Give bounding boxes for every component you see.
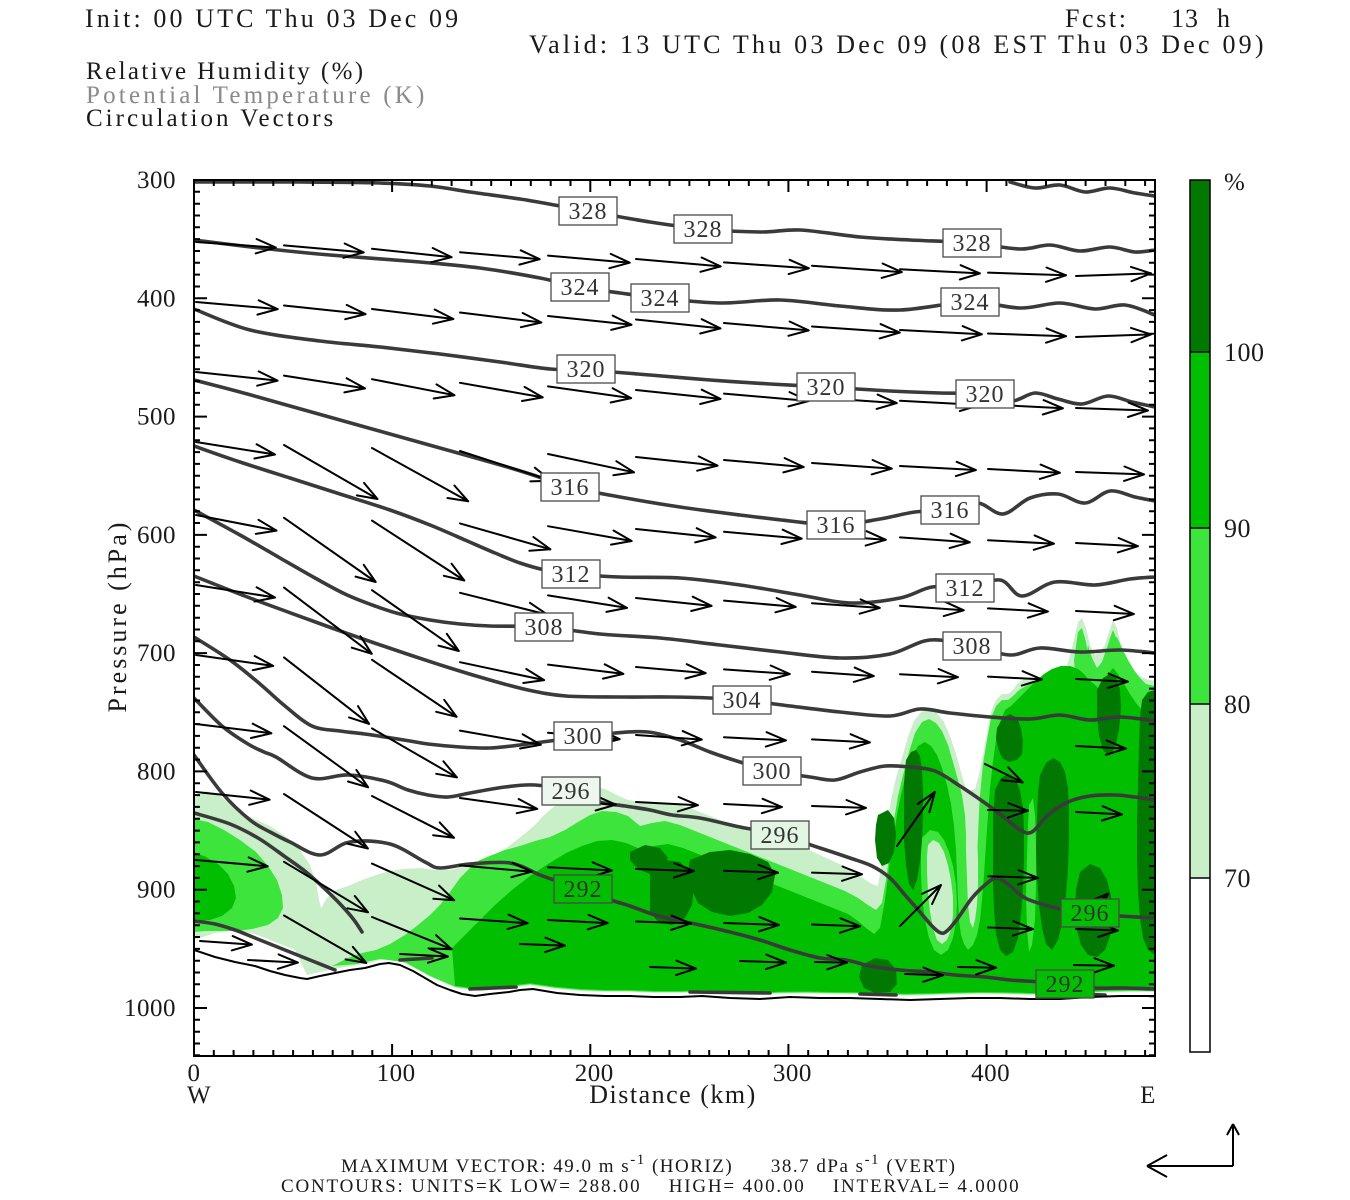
svg-text:292: 292 — [564, 877, 603, 903]
svg-text:324: 324 — [561, 275, 600, 301]
svg-text:312: 312 — [552, 562, 591, 588]
svg-text:296: 296 — [761, 823, 800, 849]
svg-text:Valid: 13 UTC Thu 03 Dec 09 (0: Valid: 13 UTC Thu 03 Dec 09 (08 EST Thu … — [529, 30, 1267, 59]
svg-text:600: 600 — [137, 522, 176, 549]
svg-text:MAXIMUM VECTOR: 49.0 m s-1 (H: MAXIMUM VECTOR: 49.0 m s-1 (HORIZ) 38.7 … — [341, 1152, 956, 1177]
svg-text:296: 296 — [1071, 901, 1110, 927]
svg-text:900: 900 — [137, 877, 176, 904]
svg-text:328: 328 — [684, 217, 723, 243]
svg-text:CONTOURS: UNITS=K LOW= 288.: CONTOURS: UNITS=K LOW= 288.00 HIGH= 400.… — [281, 1176, 1020, 1197]
svg-text:316: 316 — [817, 513, 856, 539]
svg-text:320: 320 — [966, 382, 1005, 408]
svg-text:300: 300 — [564, 724, 603, 750]
svg-text:80: 80 — [1224, 690, 1251, 719]
svg-text:13: 13 — [1171, 4, 1199, 33]
svg-text:100: 100 — [1224, 338, 1265, 367]
svg-text:E: E — [1140, 1082, 1156, 1109]
svg-text:0: 0 — [188, 1060, 201, 1087]
svg-text:Circulation Vectors: Circulation Vectors — [86, 105, 336, 132]
svg-text:Distance (km): Distance (km) — [589, 1080, 757, 1109]
svg-text:316: 316 — [551, 475, 590, 501]
svg-text:Relative Humidity (%): Relative Humidity (%) — [86, 58, 366, 85]
svg-text:296: 296 — [552, 779, 591, 805]
svg-text:700: 700 — [137, 640, 176, 667]
svg-text:324: 324 — [641, 286, 680, 312]
svg-text:Potential Temperature (K): Potential Temperature (K) — [86, 82, 428, 109]
svg-text:320: 320 — [567, 357, 606, 383]
svg-text:W: W — [187, 1082, 211, 1109]
svg-text:292: 292 — [1046, 972, 1085, 998]
svg-text:400: 400 — [971, 1060, 1010, 1087]
svg-text:400: 400 — [137, 285, 176, 312]
svg-text:Init: 00 UTC Thu 03 Dec 09: Init: 00 UTC Thu 03 Dec 09 — [85, 4, 461, 33]
svg-text:308: 308 — [525, 615, 564, 641]
svg-text:304: 304 — [723, 688, 762, 714]
svg-text:308: 308 — [953, 634, 992, 660]
svg-text:800: 800 — [137, 758, 176, 785]
svg-text:328: 328 — [953, 231, 992, 257]
svg-text:300: 300 — [137, 167, 176, 194]
svg-text:70: 70 — [1224, 864, 1251, 893]
svg-text:h: h — [1217, 4, 1231, 33]
svg-text:300: 300 — [773, 1060, 812, 1087]
svg-text:500: 500 — [137, 404, 176, 431]
svg-text:%: % — [1224, 169, 1246, 196]
svg-text:312: 312 — [946, 576, 985, 602]
svg-text:324: 324 — [951, 290, 990, 316]
svg-text:320: 320 — [807, 375, 846, 401]
svg-text:90: 90 — [1224, 514, 1251, 543]
svg-text:100: 100 — [377, 1060, 416, 1087]
svg-text:200: 200 — [575, 1060, 614, 1087]
svg-text:Pressure (hPa): Pressure (hPa) — [103, 520, 132, 713]
svg-text:1000: 1000 — [124, 995, 176, 1022]
svg-text:328: 328 — [569, 199, 608, 225]
svg-text:300: 300 — [753, 759, 792, 785]
svg-text:Fcst:: Fcst: — [1065, 4, 1129, 33]
svg-text:316: 316 — [931, 498, 970, 524]
